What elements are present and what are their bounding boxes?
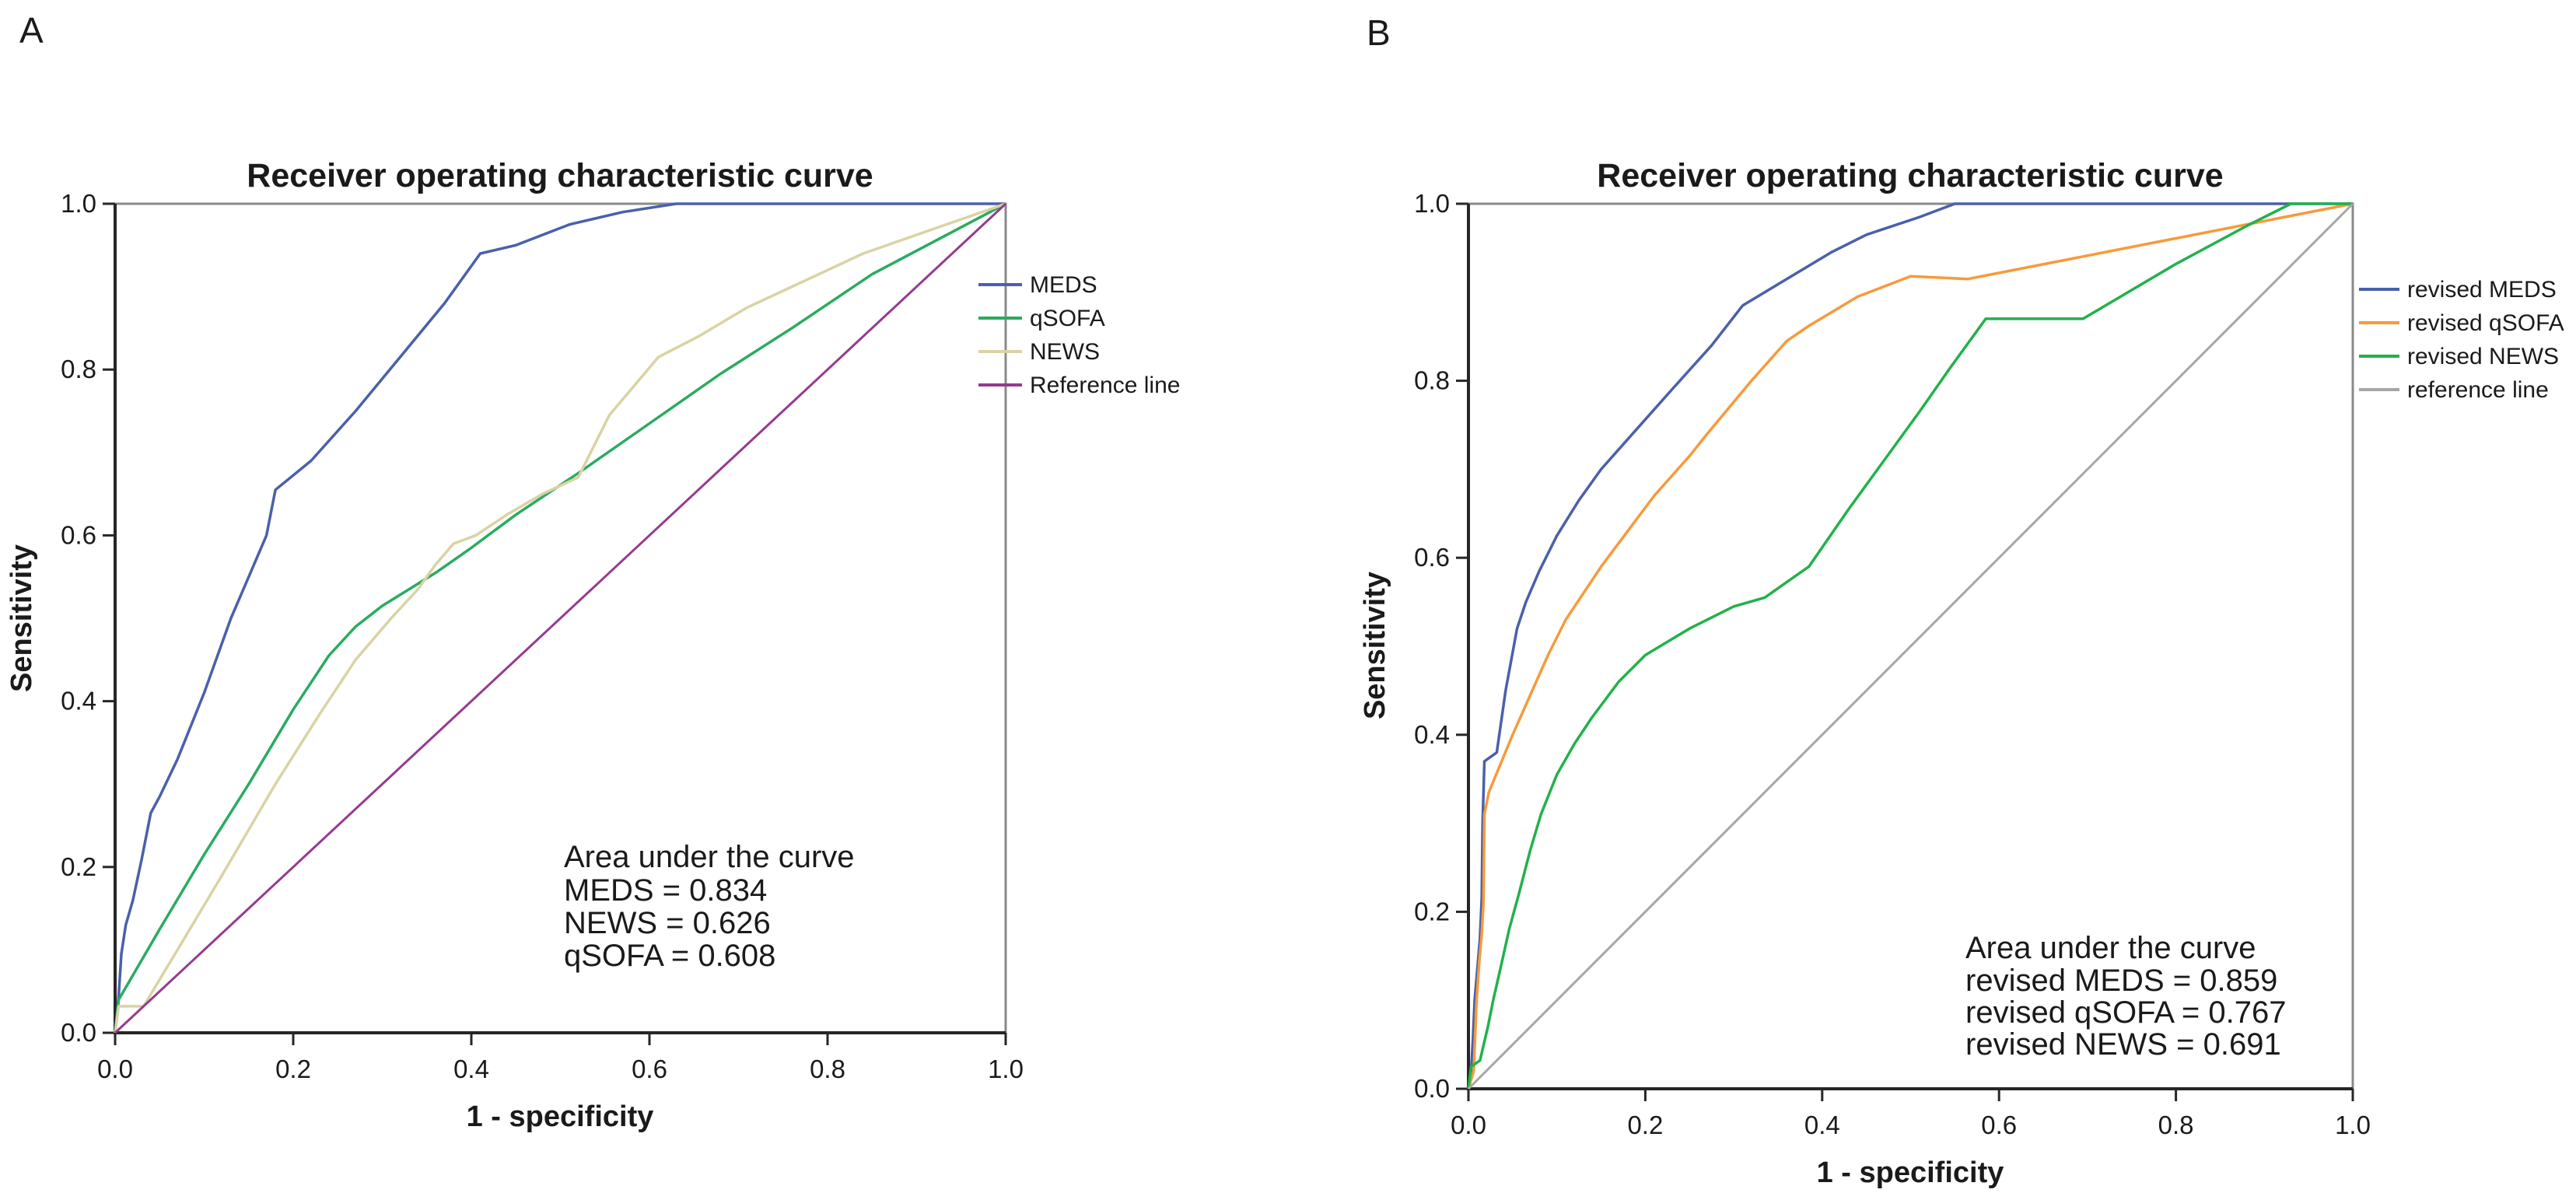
y-tick-label: 0.8 [1414,366,1450,395]
x-tick-label: 0.8 [810,1055,845,1083]
y-tick-label: 1.0 [61,189,96,218]
panel-b-auc-annotation: Area under the curve revised MEDS = 0.85… [1965,931,2286,1062]
y-tick-label: 0.6 [61,520,96,549]
panel-a-legend: MEDS qSOFA NEWS Reference line [978,272,1180,398]
y-tick-label: 0.2 [1414,897,1450,925]
panel-b: B Receiver operating characteristic curv… [1359,12,2564,1189]
legend-label: reference line [2407,377,2549,403]
auc-annotation-line: qSOFA = 0.608 [564,939,775,973]
panel-b-label: B [1367,12,1391,53]
y-tick-label: 0.2 [61,852,96,881]
y-tick-label: 0.8 [61,355,96,383]
roc-curve-revised-news [1467,202,2353,1090]
auc-annotation-line: revised qSOFA = 0.767 [1965,995,2286,1030]
x-tick-label: 0.4 [1804,1111,1840,1139]
y-tick-label: 0.4 [61,687,96,715]
roc-curve-news [114,202,1006,1034]
roc-curve-reference-line [1467,202,2354,1090]
auc-annotation-title: Area under the curve [1965,931,2256,965]
x-tick-label: 1.0 [988,1055,1024,1083]
x-tick-label: 0.6 [632,1055,667,1083]
y-tick-label: 0.0 [61,1018,96,1047]
y-tick-label: 0.0 [1414,1074,1450,1103]
auc-annotation-line: NEWS = 0.626 [564,906,771,940]
y-tick-label: 0.4 [1414,720,1450,749]
legend-label: MEDS [1030,272,1097,298]
panel-a-label: A [19,10,44,51]
x-tick-label: 0.2 [275,1055,311,1083]
roc-curve-revised-qsofa [1467,202,2354,1090]
panel-b-plot-area: 0.0 0.2 0.4 0.6 0.8 1.0 0.0 0.2 0.4 0.6 0.8 1.0 [1414,189,2371,1139]
panel-b-title: Receiver operating characteristic curve [1597,157,2223,194]
y-tick-label: 1.0 [1414,189,1450,218]
legend-label: revised qSOFA [2407,310,2564,336]
x-tick-label: 0.2 [1627,1111,1663,1139]
panel-b-legend: revised MEDS revised qSOFA revised NEWS ref… [2359,277,2564,403]
panel-a-title: Receiver operating characteristic curve [247,157,873,194]
x-tick-label: 1.0 [2335,1111,2371,1139]
x-tick-label: 0.4 [453,1055,489,1083]
legend-label: revised MEDS [2407,277,2557,303]
legend-label: qSOFA [1030,306,1105,331]
x-tick-label: 0.0 [97,1055,133,1083]
legend-label: NEWS [1030,339,1100,365]
panel-a-auc-annotation: Area under the curve MEDS = 0.834 NEWS =… [564,840,855,973]
panel-a-xaxis-title: 1 - specificity [467,1100,654,1133]
roc-curve-meds [114,202,1006,1034]
x-tick-label: 0.0 [1451,1111,1486,1139]
roc-curve-qsofa [114,202,1006,1034]
panel-b-yaxis-title: Sensitivity [1359,572,1391,719]
legend-label: Reference line [1030,373,1180,398]
panel-a-yaxis-title: Sensitivity [5,544,38,692]
auc-annotation-title: Area under the curve [564,840,855,874]
auc-annotation-line: revised MEDS = 0.859 [1965,964,2277,998]
x-tick-label: 0.8 [2158,1111,2194,1139]
panel-a-plot-area: 0.0 0.2 0.4 0.6 0.8 1.0 0.0 0.2 0.4 0.6 0.8 1.0 [61,189,1024,1083]
auc-annotation-line: MEDS = 0.834 [564,873,767,908]
panel-b-xaxis-title: 1 - specificity [1817,1156,2004,1189]
legend-label: revised NEWS [2407,344,2559,369]
roc-curve-reference-line [114,202,1007,1034]
auc-annotation-line: revised NEWS = 0.691 [1965,1027,2281,1062]
x-tick-label: 0.6 [1981,1111,2017,1139]
panel-a: A Receiver operating characteristic curv… [5,10,1180,1133]
y-tick-label: 0.6 [1414,543,1450,572]
